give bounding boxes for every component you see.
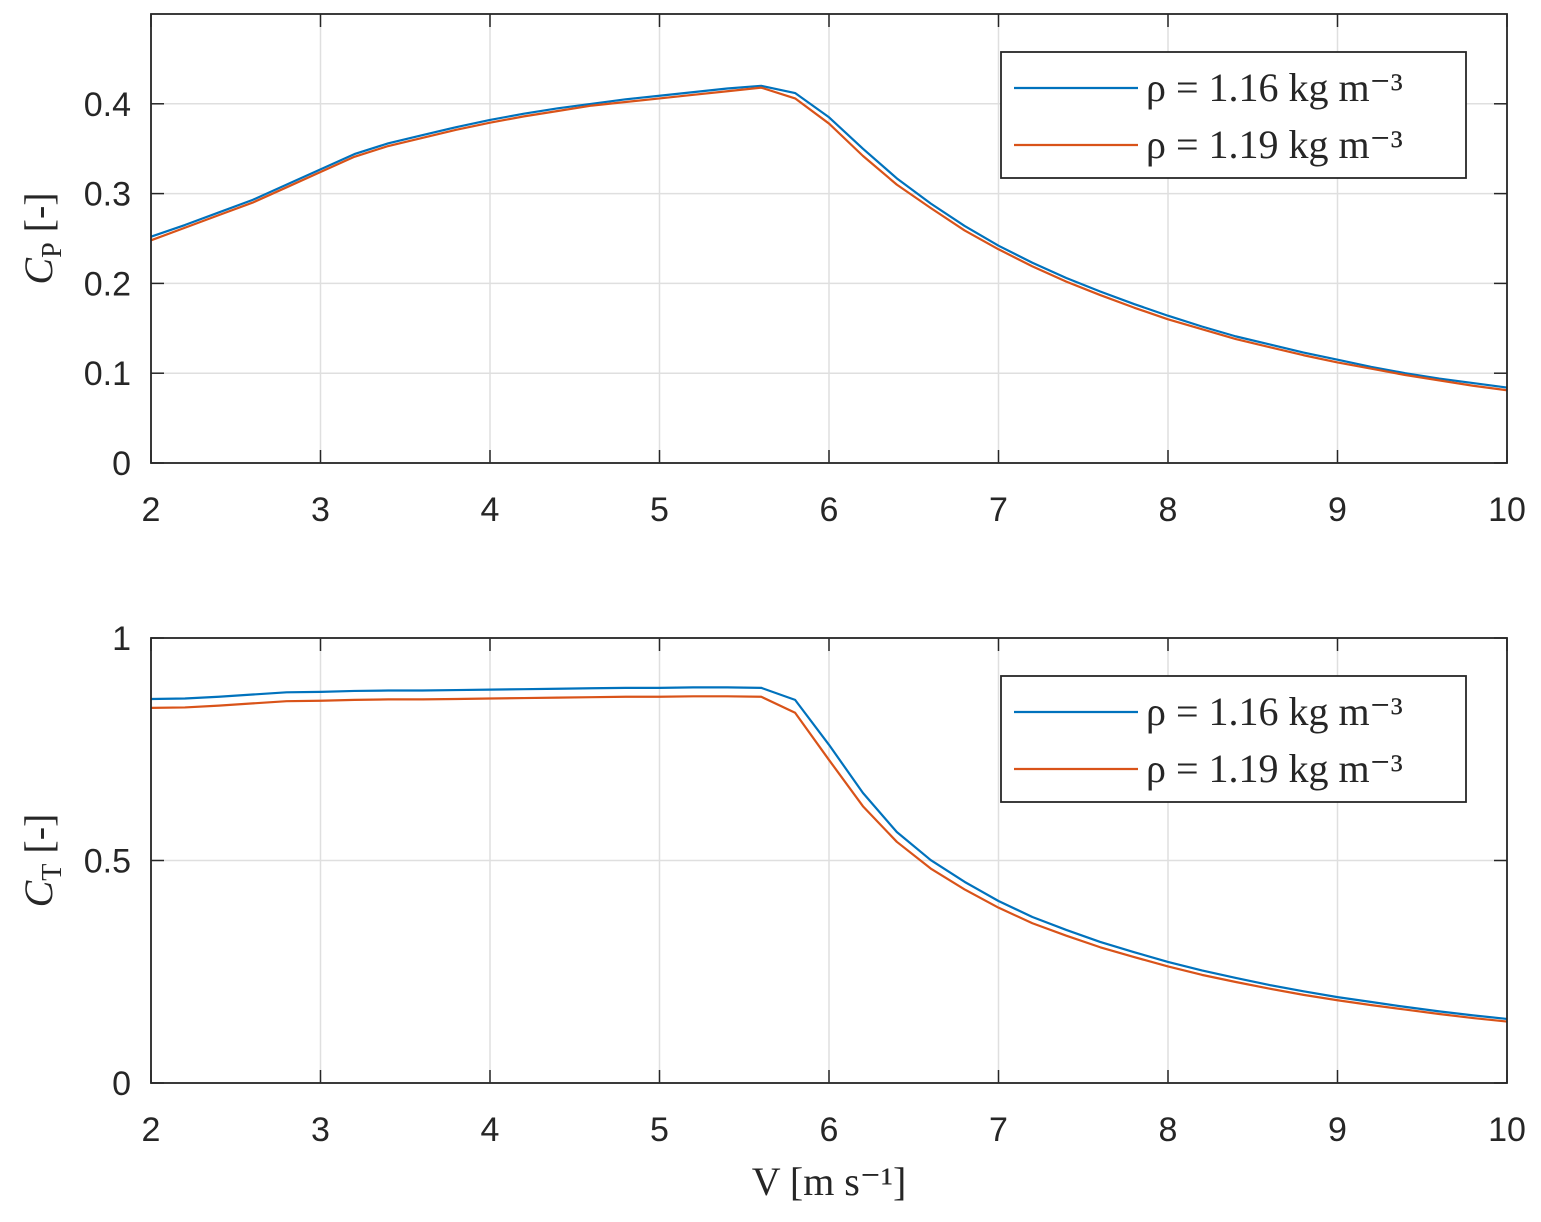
x-tick-label: 3: [311, 491, 330, 529]
legend-box: [1000, 675, 1467, 803]
legend-label: ρ = 1.16 kg m⁻³: [1146, 689, 1403, 734]
y-tick-label: 0.3: [84, 176, 131, 214]
legend-label: ρ = 1.16 kg m⁻³: [1146, 65, 1403, 110]
x-tick-label: 8: [1159, 1111, 1178, 1149]
legend-label: ρ = 1.19 kg m⁻³: [1146, 746, 1403, 791]
y-tick-label: 0.2: [84, 265, 131, 303]
axes-box: [150, 13, 1508, 464]
x-tick-label: 10: [1488, 491, 1526, 529]
x-tick-label: 7: [989, 1111, 1008, 1149]
y-label-symbol: C: [16, 257, 61, 285]
axes-box: [150, 637, 1508, 1084]
x-tick-label: 5: [650, 491, 669, 529]
x-tick-label: 10: [1488, 1111, 1526, 1149]
y-label-unit: [-]: [16, 814, 61, 854]
y-tick-label: 0: [112, 1065, 131, 1103]
data-line: [150, 84, 1508, 389]
data-line: [150, 686, 1508, 1021]
y-tick-label: 0.1: [84, 355, 131, 393]
x-axis-label: V [m s⁻¹]: [752, 1159, 907, 1204]
x-tick-label: 4: [481, 1111, 500, 1149]
legend-box: [1000, 51, 1467, 179]
x-tick-label: 6: [820, 491, 839, 529]
y-tick-label: 0.4: [84, 86, 131, 124]
x-tick-label: 6: [820, 1111, 839, 1149]
x-tick-label: 9: [1328, 1111, 1347, 1149]
x-tick-label: 9: [1328, 491, 1347, 529]
x-tick-label: 5: [650, 1111, 669, 1149]
data-line: [150, 695, 1508, 1023]
x-tick-label: 2: [142, 1111, 161, 1149]
y-axis-label: CP [-]: [16, 192, 68, 284]
y-label-subscript: T: [37, 864, 68, 881]
x-tick-label: 3: [311, 1111, 330, 1149]
data-line: [150, 86, 1508, 392]
y-label-symbol: C: [16, 879, 61, 907]
y-label-unit: [-]: [16, 192, 61, 232]
x-tick-label: 7: [989, 491, 1008, 529]
y-tick-label: 0.5: [84, 843, 131, 881]
y-label-subscript: P: [37, 242, 68, 258]
legend-label: ρ = 1.19 kg m⁻³: [1146, 122, 1403, 167]
y-axis-label: CT [-]: [16, 814, 68, 908]
y-tick-label: 1: [112, 620, 131, 658]
x-tick-label: 4: [481, 491, 500, 529]
y-tick-label: 0: [112, 445, 131, 483]
x-tick-label: 8: [1159, 491, 1178, 529]
x-tick-label: 2: [142, 491, 161, 529]
